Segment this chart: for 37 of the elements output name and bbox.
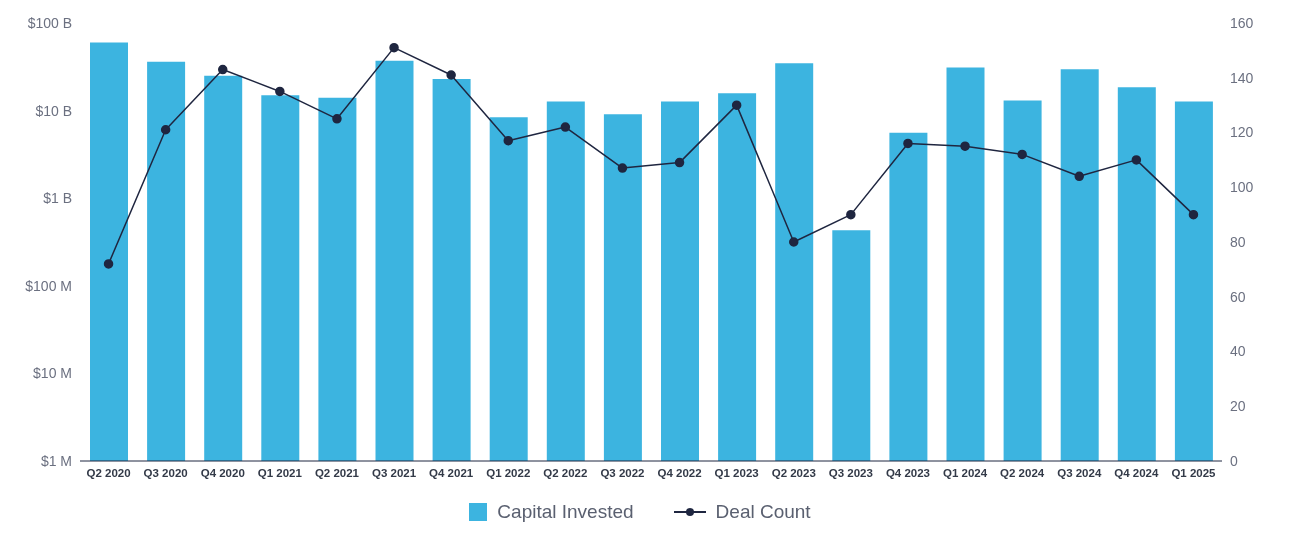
y2-tick-label: 40 <box>1230 343 1246 360</box>
y-tick-label: $10 M <box>33 365 72 382</box>
y-tick-label: $10 B <box>35 102 72 119</box>
y2-tick-label: 20 <box>1230 398 1246 415</box>
y-tick-label: $100 B <box>27 14 72 31</box>
y-tick-label: $1 B <box>43 190 72 207</box>
x-tick-label: Q4 2020 <box>200 467 245 480</box>
x-tick-label: Q1 2022 <box>486 467 531 480</box>
y-tick-label: $1 M <box>40 452 72 469</box>
x-tick-label: Q1 2024 <box>942 467 988 480</box>
y2-tick-label: 160 <box>1230 14 1254 31</box>
x-tick-label: Q2 2023 <box>771 467 816 480</box>
x-tick-label: Q2 2021 <box>314 467 360 480</box>
y2-tick-label: 0 <box>1230 452 1238 469</box>
x-tick-label: Q4 2023 <box>885 467 931 480</box>
x-tick-label: Q3 2021 <box>371 467 417 480</box>
x-tick-label: Q1 2023 <box>714 467 759 480</box>
x-tick-label: Q2 2020 <box>86 467 131 480</box>
legend-label: Capital Invested <box>497 501 634 523</box>
x-tick-label: Q2 2024 <box>1000 467 1045 480</box>
y2-tick-label: 140 <box>1230 69 1254 86</box>
x-tick-label: Q2 2022 <box>543 467 588 480</box>
x-tick-label: Q3 2024 <box>1057 467 1102 480</box>
x-tick-label: Q4 2021 <box>429 467 474 480</box>
y2-tick-label: 100 <box>1230 179 1254 196</box>
x-tick-label: Q4 2022 <box>657 467 702 480</box>
x-tick-label: Q1 2021 <box>257 467 303 480</box>
x-tick-label: Q3 2020 <box>143 467 188 480</box>
y2-tick-label: 120 <box>1230 124 1254 141</box>
y2-tick-label: 60 <box>1230 288 1246 305</box>
y2-tick-label: 80 <box>1230 233 1246 250</box>
y-tick-label: $100 M <box>25 277 72 294</box>
x-tick-label: Q1 2025 <box>1171 467 1217 480</box>
x-tick-label: Q4 2024 <box>1114 467 1160 480</box>
x-tick-label: Q3 2023 <box>828 467 873 480</box>
legend-label: Deal Count <box>715 501 811 523</box>
x-tick-label: Q3 2022 <box>600 467 645 480</box>
